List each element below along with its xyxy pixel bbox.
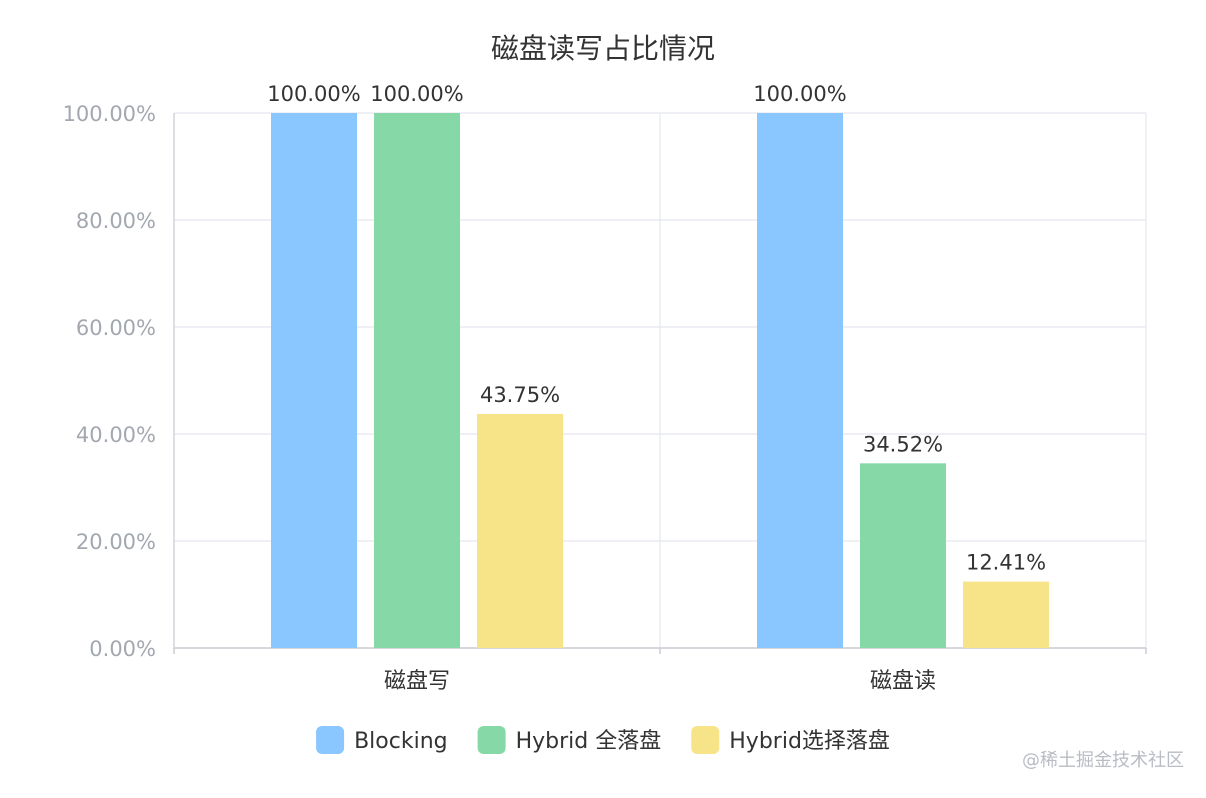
bar-hybrid选择落盘[interactable] — [477, 413, 563, 648]
bar-blocking[interactable] — [271, 113, 357, 648]
bar-hybrid选择落盘[interactable] — [963, 581, 1049, 648]
y-tick-label: 100.00% — [63, 102, 156, 126]
legend-item[interactable]: Blocking — [316, 726, 448, 754]
bar-hybrid-全落盘[interactable] — [860, 463, 946, 648]
legend-swatch — [691, 726, 720, 754]
legend-item[interactable]: Hybrid选择落盘 — [691, 726, 890, 754]
bar-blocking[interactable] — [757, 113, 843, 648]
bar-value-label: 12.41% — [966, 551, 1046, 575]
bar-value-label: 100.00% — [267, 82, 360, 106]
legend-item[interactable]: Hybrid 全落盘 — [477, 726, 662, 754]
legend-label: Blocking — [354, 729, 448, 754]
legend[interactable]: Blocking Hybrid 全落盘 Hybrid选择落盘 — [316, 726, 890, 754]
bar-value-label: 34.52% — [863, 432, 943, 456]
legend-label: Hybrid 全落盘 — [516, 729, 662, 754]
y-tick-label: 40.00% — [76, 423, 156, 447]
x-category-label: 磁盘写 — [384, 669, 450, 694]
y-tick-label: 20.00% — [76, 530, 156, 554]
bar-hybrid-全落盘[interactable] — [374, 113, 460, 648]
watermark: @稀土掘金技术社区 — [1022, 750, 1184, 771]
legend-swatch — [316, 726, 345, 754]
bar-value-label: 43.75% — [480, 383, 560, 407]
legend-swatch — [477, 726, 506, 754]
bar-value-label: 100.00% — [370, 82, 463, 106]
y-tick-label: 0.00% — [89, 637, 156, 661]
x-category-label: 磁盘读 — [870, 669, 936, 694]
bar-value-label: 100.00% — [753, 82, 846, 106]
bars — [271, 113, 1049, 648]
chart-title: 磁盘读写占比情况 — [491, 32, 715, 65]
legend-label: Hybrid选择落盘 — [729, 729, 890, 754]
y-tick-label: 80.00% — [76, 209, 156, 233]
data-labels: 100.00% 100.00% 100.00% 34.52% 43.75% 12.41% — [267, 82, 1046, 575]
y-tick-label: 60.00% — [76, 316, 156, 340]
